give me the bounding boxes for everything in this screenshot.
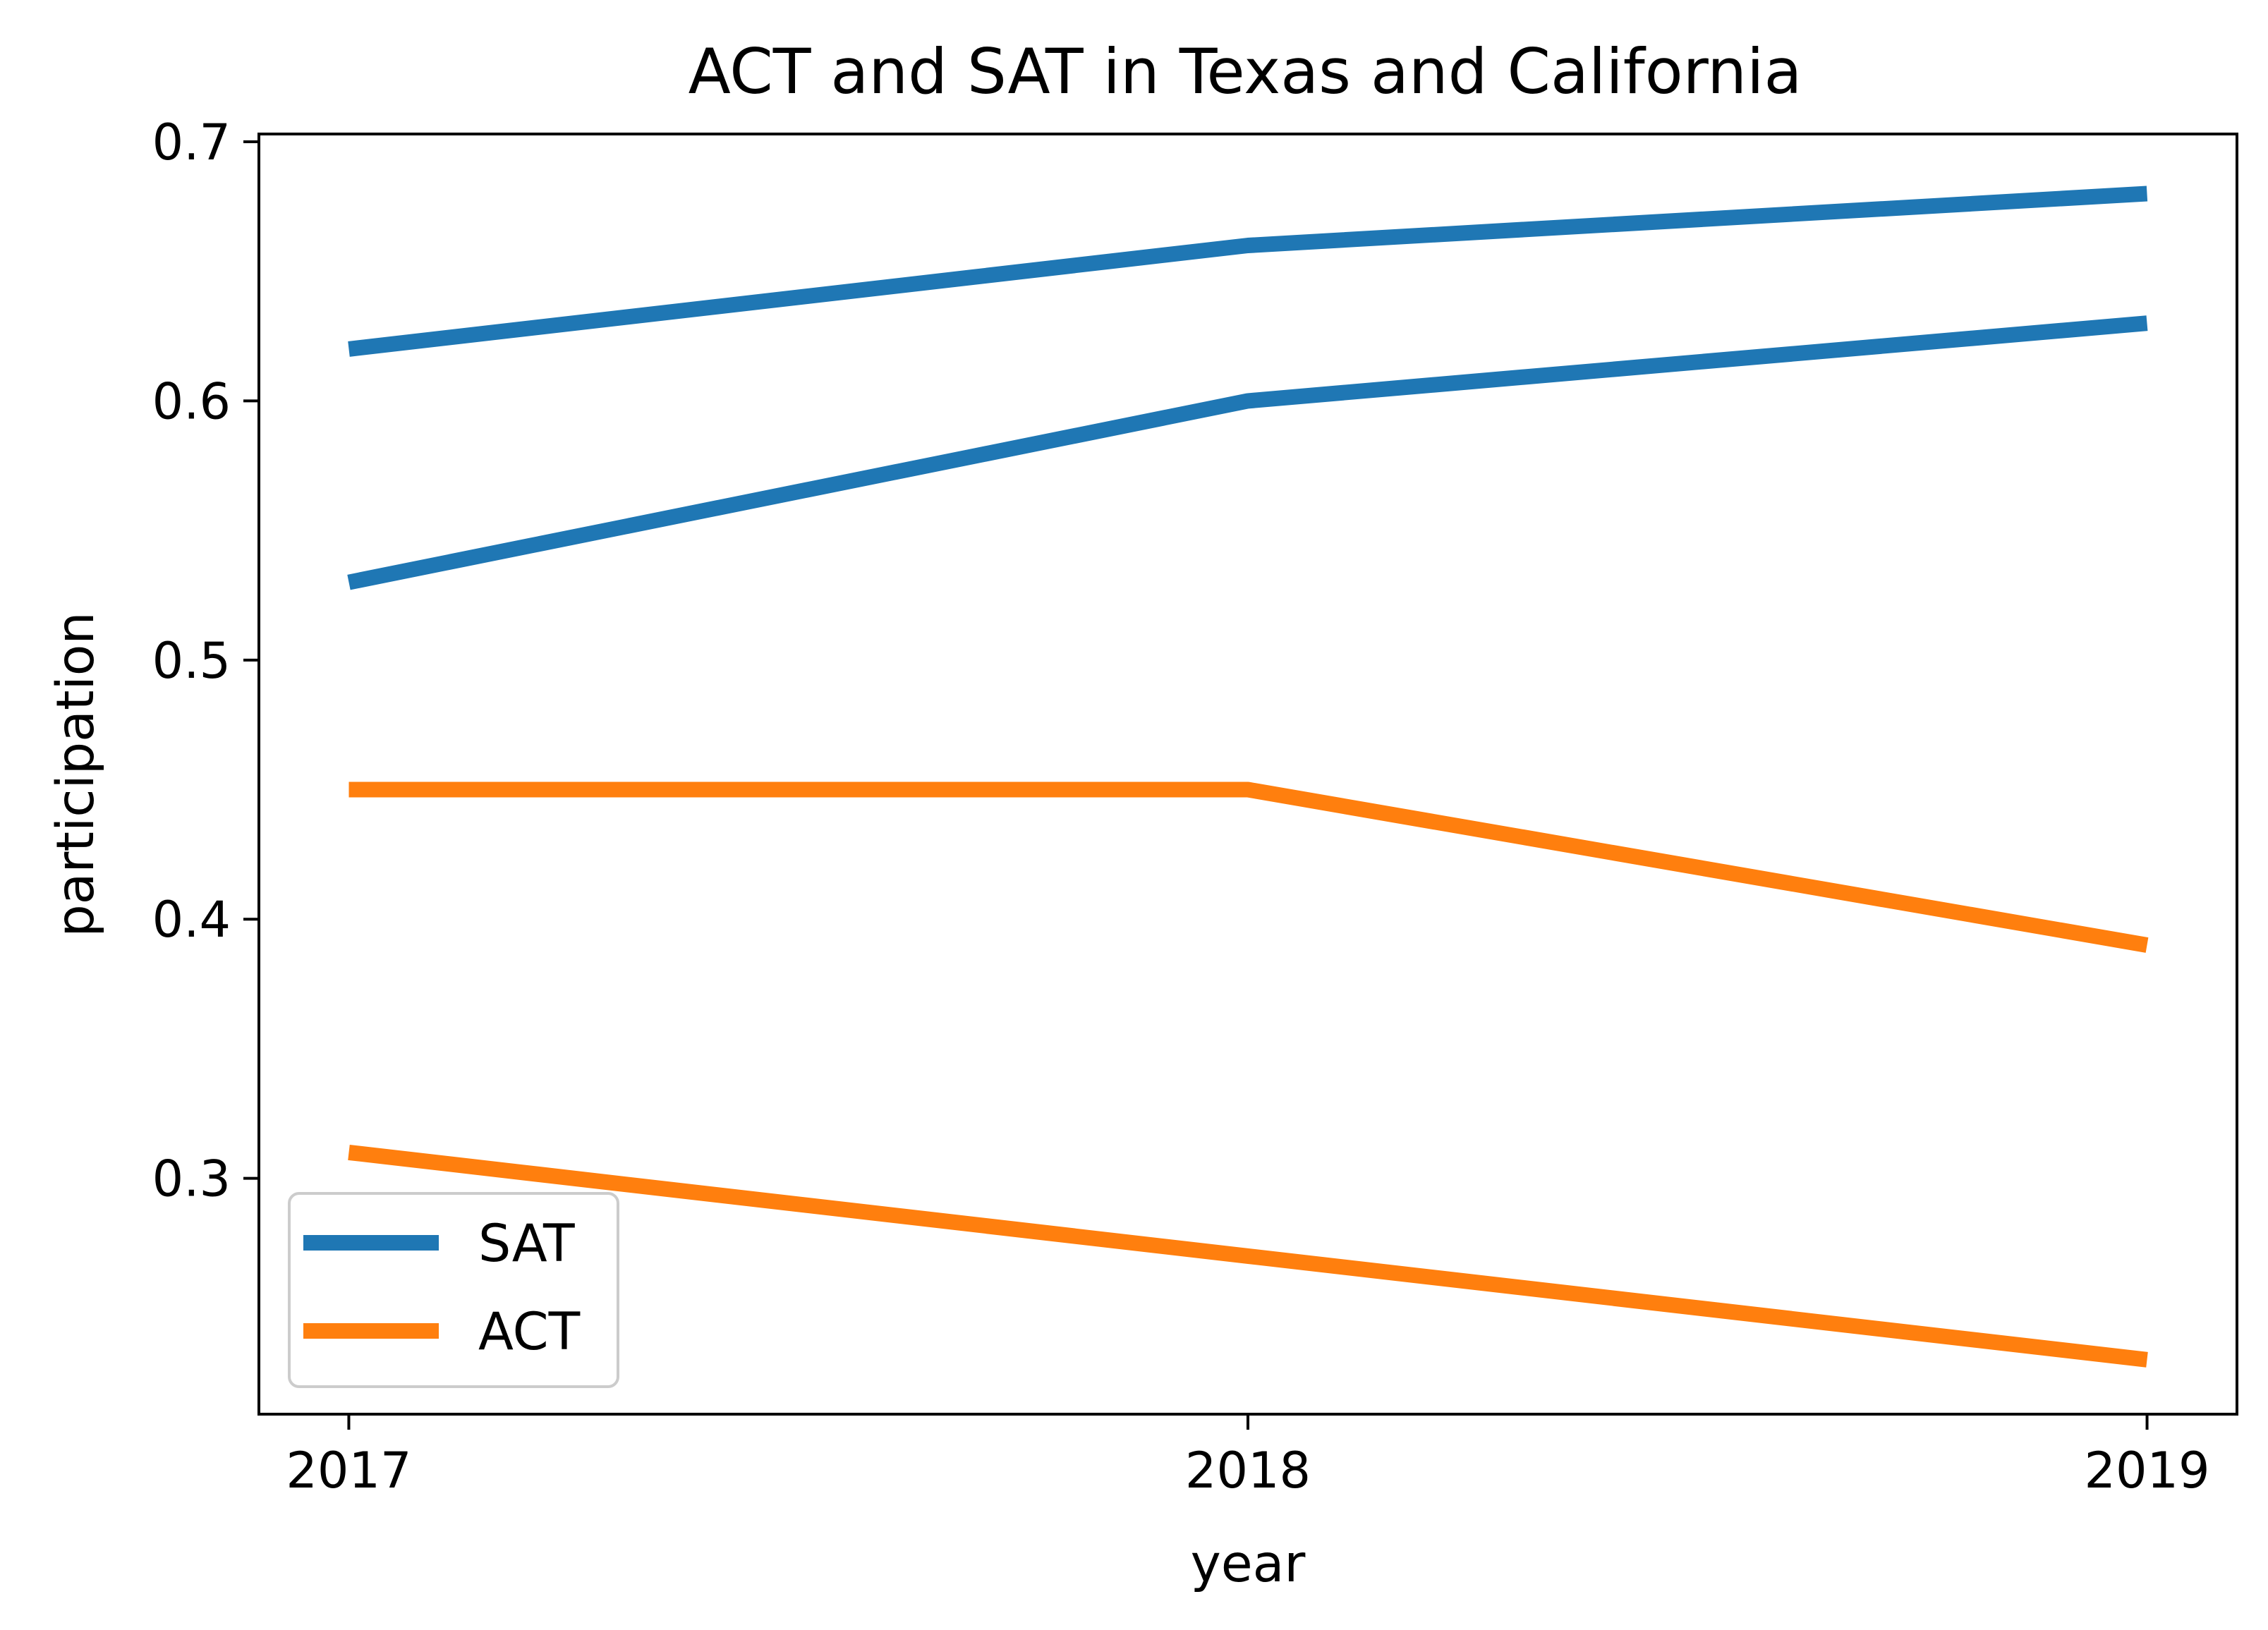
y-tick-label: 0.6 <box>152 372 231 430</box>
y-tick-label: 0.4 <box>152 891 231 949</box>
series-layer <box>347 185 2149 1368</box>
legend: SAT ACT <box>288 1192 619 1388</box>
x-tick-label: 2017 <box>286 1442 411 1500</box>
x-axis-label: year <box>1191 1534 1306 1594</box>
y-tick-label: 0.7 <box>152 114 231 171</box>
series-line-act-3 <box>348 781 2149 953</box>
series-line-sat-1 <box>348 185 2148 357</box>
legend-label-sat: SAT <box>478 1214 575 1274</box>
legend-label-act: ACT <box>478 1302 581 1362</box>
chart-title: ACT and SAT in Texas and California <box>689 35 1802 108</box>
y-tick-label: 0.5 <box>152 632 231 690</box>
y-axis: 0.3 0.4 0.5 0.6 0.7 <box>152 114 259 1208</box>
series-line-sat-2 <box>347 315 2148 590</box>
x-tick-label: 2018 <box>1185 1442 1311 1500</box>
x-axis: 2017 2018 2019 <box>286 1414 2210 1500</box>
series-line-act-4 <box>348 1144 2148 1368</box>
x-tick-label: 2019 <box>2084 1442 2209 1500</box>
y-axis-label: participation <box>46 612 106 937</box>
y-tick-label: 0.3 <box>152 1150 231 1208</box>
